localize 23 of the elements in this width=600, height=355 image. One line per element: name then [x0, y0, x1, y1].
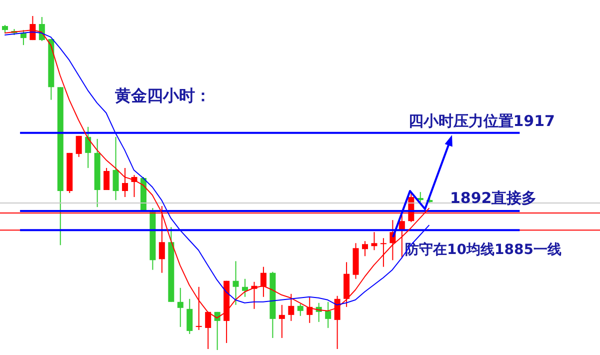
- candlestick: [297, 303, 304, 316]
- ref-line-label: 防守在10均线1885一线: [405, 241, 562, 258]
- candlestick: [417, 192, 424, 203]
- candlestick: [260, 266, 266, 298]
- candlestick: [177, 287, 184, 328]
- candlestick: [325, 301, 332, 328]
- candlestick: [20, 30, 26, 46]
- candlestick: [232, 260, 239, 306]
- candlestick: [76, 135, 82, 158]
- text: 黄金四小时：: [115, 86, 211, 107]
- candlestick: [122, 167, 128, 198]
- candlestick: [104, 167, 110, 191]
- candlestick: [278, 304, 285, 338]
- candlestick: [158, 206, 165, 274]
- candlestick: [380, 238, 386, 268]
- candlestick: [362, 240, 368, 257]
- candlestick: [112, 136, 119, 201]
- candlestick: [371, 232, 378, 251]
- ref-line-label: 四小时压力位置1917: [408, 112, 555, 130]
- candlestick: [85, 126, 92, 168]
- ref-line-label: 1892直接多: [450, 189, 537, 208]
- candlestick: [242, 278, 248, 298]
- candlestick: [186, 298, 193, 334]
